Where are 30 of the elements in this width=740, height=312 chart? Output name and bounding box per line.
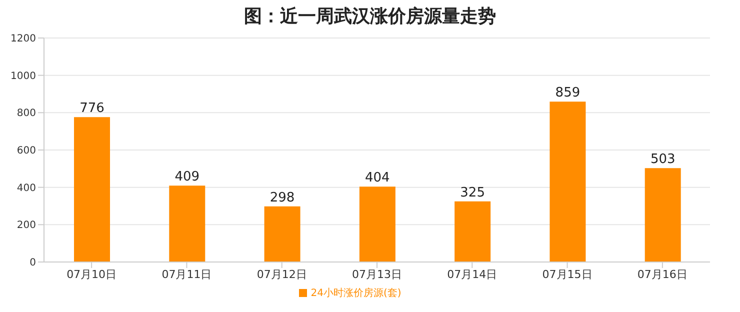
x-tick-label: 07月11日	[162, 268, 212, 281]
bar	[550, 102, 586, 262]
chart-title: 图：近一周武汉涨价房源量走势	[243, 5, 497, 28]
x-tick-label: 07月10日	[66, 268, 117, 281]
bar	[644, 168, 681, 262]
bar	[359, 186, 396, 262]
y-tick-label: 1200	[10, 34, 36, 45]
bar	[264, 206, 300, 262]
legend-label: 24小时涨价房源(套)	[310, 288, 402, 299]
data-label: 503	[650, 152, 676, 168]
data-label: 404	[365, 170, 390, 186]
data-label: 298	[270, 190, 295, 206]
x-tick-label: 07月14日	[447, 268, 498, 281]
bar	[74, 117, 110, 262]
y-tick-label: 1000	[10, 70, 36, 82]
data-label: 859	[555, 86, 580, 101]
y-tick-label: 400	[16, 182, 36, 194]
x-tick-label: 07月12日	[256, 268, 307, 281]
y-tick-label: 0	[30, 258, 36, 269]
y-tick-label: 800	[16, 108, 36, 120]
x-tick-label: 07月16日	[637, 268, 688, 281]
data-label: 409	[174, 170, 200, 185]
x-tick-label: 07月15日	[542, 268, 592, 281]
bar	[454, 201, 491, 262]
data-label: 325	[460, 185, 485, 200]
y-tick-label: 200	[16, 220, 36, 232]
y-tick-label: 600	[16, 146, 36, 157]
bar	[169, 186, 206, 262]
data-label: 776	[80, 101, 104, 116]
x-tick-label: 07月13日	[352, 268, 402, 281]
